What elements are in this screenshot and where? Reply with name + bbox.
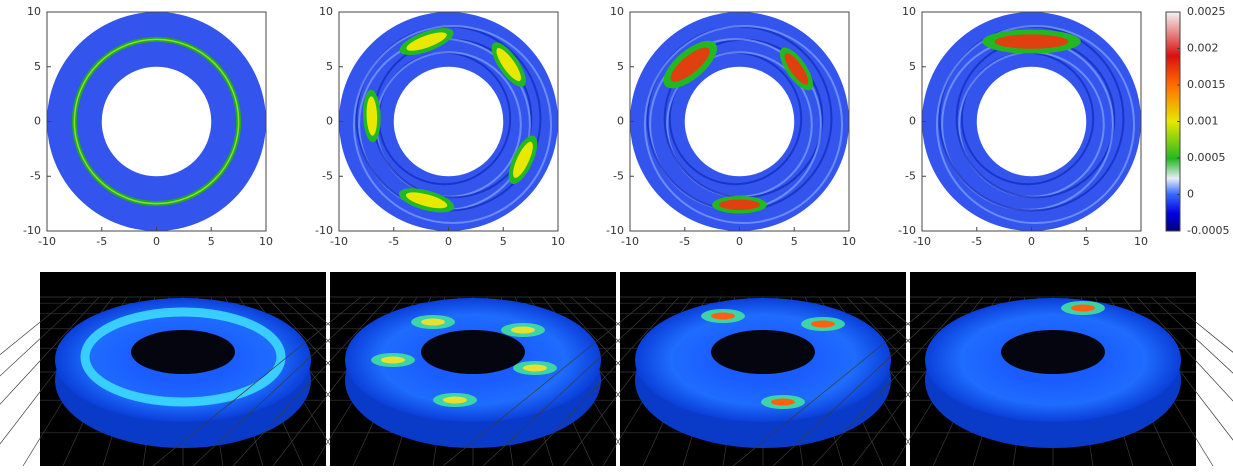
y-tick-label: -5 (613, 169, 624, 182)
hole (685, 67, 795, 177)
x-tick-label: 0 (736, 235, 743, 248)
torus-hotspot (443, 397, 467, 404)
y-tick-label: 0 (909, 115, 916, 128)
y-tick-label: 5 (34, 60, 41, 73)
hotspot (995, 34, 1069, 48)
x-tick-label: 5 (500, 235, 507, 248)
y-tick-label: -5 (322, 169, 333, 182)
y-tick-label: -10 (898, 224, 916, 237)
x-tick-label: 0 (445, 235, 452, 248)
x-tick-label: 0 (1028, 235, 1035, 248)
hole (394, 67, 504, 177)
torus-hotspot (711, 313, 735, 320)
torus-hotspot (421, 319, 445, 326)
colorbar-tick-label: 0.0025 (1187, 5, 1226, 18)
y-tick-label: -10 (606, 224, 624, 237)
y-tick-label: -5 (905, 169, 916, 182)
x-tick-label: -5 (971, 235, 982, 248)
torus-hotspot (511, 327, 535, 334)
y-tick-label: -10 (315, 224, 333, 237)
y-tick-label: 0 (617, 115, 624, 128)
torus-hotspot (523, 365, 547, 372)
y-tick-label: 10 (319, 5, 333, 18)
figure: -10-50510-10-50510-10-50510-10-50510-10-… (0, 0, 1233, 469)
y-tick-label: 0 (326, 115, 333, 128)
torus-hotspot (811, 321, 835, 328)
y-tick-label: 10 (27, 5, 41, 18)
y-tick-label: 10 (902, 5, 916, 18)
colorbar-tick-label: 0.002 (1187, 42, 1219, 55)
y-tick-label: 5 (326, 60, 333, 73)
x-tick-label: -5 (96, 235, 107, 248)
torus-hole (131, 330, 235, 374)
x-tick-label: 0 (153, 235, 160, 248)
torus-hotspot (1071, 305, 1095, 312)
y-tick-label: 10 (610, 5, 624, 18)
x-tick-label: 5 (208, 235, 215, 248)
x-tick-label: 10 (259, 235, 273, 248)
y-tick-label: 5 (909, 60, 916, 73)
x-tick-label: -5 (388, 235, 399, 248)
hotspot (719, 199, 760, 210)
torus-hole (421, 330, 525, 374)
x-tick-label: -5 (679, 235, 690, 248)
hole (977, 67, 1087, 177)
x-tick-label: 10 (1134, 235, 1148, 248)
y-tick-label: 5 (617, 60, 624, 73)
x-tick-label: 5 (791, 235, 798, 248)
x-tick-label: 5 (1083, 235, 1090, 248)
torus-hole (711, 330, 815, 374)
colorbar-tick-label: 0.001 (1187, 115, 1219, 128)
y-tick-label: 0 (34, 115, 41, 128)
colorbar-tick-label: 0 (1187, 188, 1194, 201)
torus-hotspot (381, 357, 405, 364)
torus-hole (1001, 330, 1105, 374)
x-tick-label: 10 (842, 235, 856, 248)
colorbar-tick-label: 0.0005 (1187, 151, 1226, 164)
y-tick-label: -10 (23, 224, 41, 237)
y-tick-label: -5 (30, 169, 41, 182)
hole (102, 67, 212, 177)
x-tick-label: 10 (551, 235, 565, 248)
torus-hotspot (771, 399, 795, 406)
colorbar-tick-label: 0.0015 (1187, 78, 1226, 91)
colorbar-tick-label: -0.0005 (1187, 224, 1229, 237)
